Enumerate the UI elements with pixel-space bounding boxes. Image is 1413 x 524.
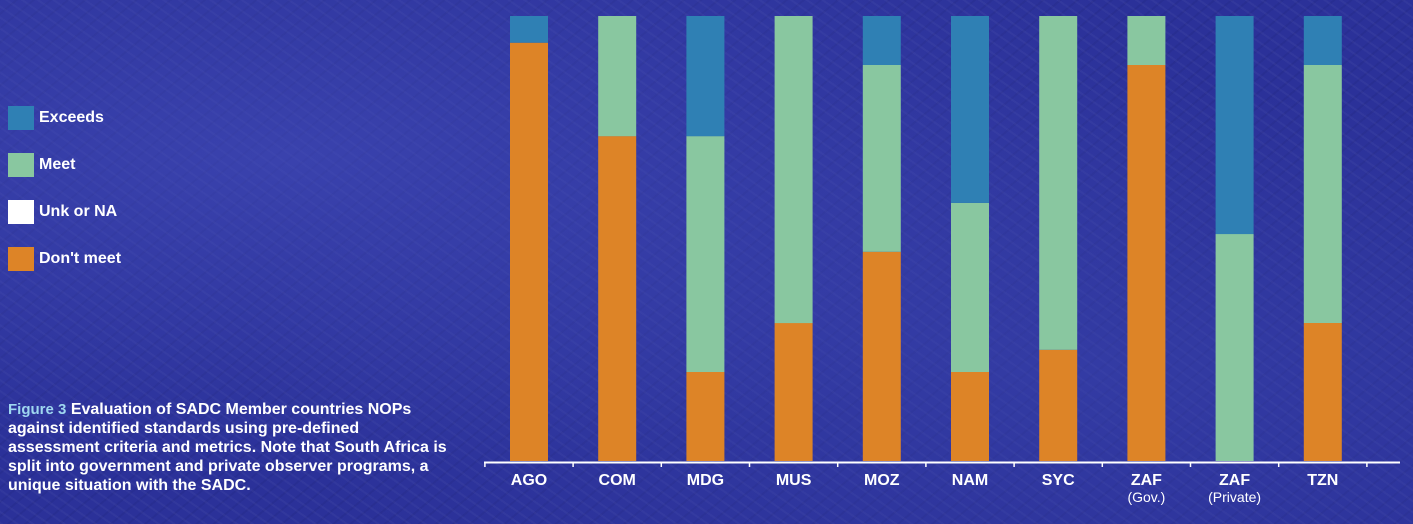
legend-label-dont-meet: Don't meet	[39, 250, 122, 267]
tick-label-zaf-9: ZAF	[1219, 472, 1250, 489]
tick-label-com-2: COM	[599, 472, 636, 489]
legend-label-meet: Meet	[39, 156, 76, 173]
bar-mus-4-meet	[774, 16, 813, 324]
bar-mdg-3-meet	[686, 136, 725, 372]
bar-moz-5-meet	[862, 64, 901, 252]
bar-nam-6-exceeds	[951, 16, 989, 203]
figure-number: Figure 3	[8, 401, 67, 418]
bar-mdg-3-don-t-meet	[686, 372, 725, 461]
tick-label-tzn-10: TZN	[1307, 472, 1338, 489]
bar-ago-1-exceeds	[510, 16, 548, 43]
legend-swatch-exceeds	[8, 106, 34, 130]
tick-label-mus-4: MUS	[776, 472, 812, 489]
bar-tzn-10-don-t-meet	[1303, 323, 1342, 461]
bar-com-2-don-t-meet	[598, 136, 637, 461]
bar-tzn-10-meet	[1303, 64, 1342, 324]
bar-zaf-8-meet	[1127, 16, 1166, 65]
tick-label-syc-7: SYC	[1042, 472, 1075, 489]
x-axis: AGO COM MDG MUS MOZ NAM SYC ZAF(Gov.)ZAF(Privat…	[484, 461, 1400, 505]
bar-syc-7-don-t-meet	[1039, 349, 1078, 462]
bar-zaf-9-exceeds	[1215, 16, 1254, 235]
legend-label-exceeds: Exceeds	[39, 109, 104, 126]
bar-ago-1-don-t-meet	[510, 42, 548, 461]
bar-com-2-meet	[598, 16, 637, 137]
bar-zaf-8-don-t-meet	[1127, 64, 1166, 462]
bar-moz-5-don-t-meet	[862, 251, 901, 461]
tick-label-ago-1: AGO	[511, 472, 547, 489]
tick-label-zaf-8: ZAF	[1131, 472, 1162, 489]
legend-swatch-unk-or-na	[8, 200, 34, 224]
legend-label-unk-or-na: Unk or NA	[39, 203, 118, 220]
caption-text: Evaluation of SADC Member countries NOPs…	[8, 401, 447, 494]
figure-caption: Figure 3 Evaluation of SADC Member count…	[8, 400, 448, 495]
bar-nam-6-don-t-meet	[951, 372, 989, 461]
bar-zaf-9-meet	[1215, 234, 1254, 461]
bar-group	[510, 16, 1342, 462]
legend-swatch-meet	[8, 153, 34, 177]
bar-mus-4-don-t-meet	[774, 323, 813, 461]
bar-mdg-3-exceeds	[686, 16, 725, 137]
bar-nam-6-meet	[951, 202, 989, 372]
tick-label-nam-6: NAM	[952, 472, 988, 489]
bar-syc-7-meet	[1039, 16, 1078, 350]
tick-sublabel-zaf-8: (Gov.)	[1127, 489, 1165, 505]
bar-tzn-10-exceeds	[1303, 16, 1342, 65]
bar-moz-5-exceeds	[862, 16, 901, 65]
tick-label-moz-5: MOZ	[864, 472, 900, 489]
tick-sublabel-zaf-9: (Private)	[1208, 489, 1261, 505]
tick-label-mdg-3: MDG	[687, 472, 724, 489]
legend-swatch-dont-meet	[8, 247, 34, 271]
